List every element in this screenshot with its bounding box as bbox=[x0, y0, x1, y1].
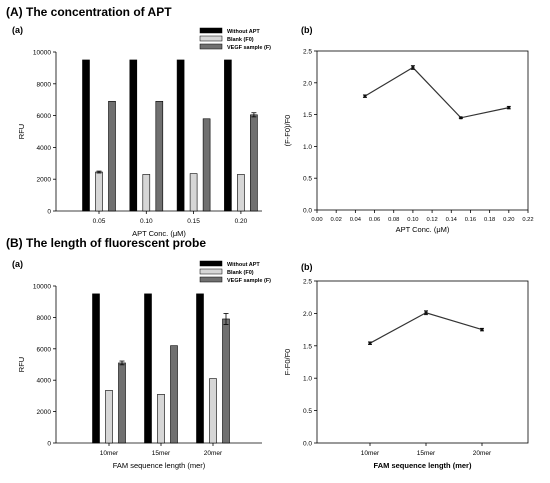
chart-b-bottom-ytick-label-3: 1.5 bbox=[303, 343, 312, 350]
chart-a-top-ytick-label-4: 8000 bbox=[37, 81, 52, 88]
chart-a-top-bar-1-2 bbox=[155, 100, 164, 212]
chart-a-top-legend-label-1: Blank (F0) bbox=[227, 37, 254, 43]
chart-a-top-x-axis-label: APT Conc. (μM) bbox=[132, 229, 186, 238]
chart-a-top-bar-2-0 bbox=[176, 59, 185, 212]
chart-b-bottom-ytick-label-1: 0.5 bbox=[303, 408, 312, 415]
chart-a-top-panel-label: (a) bbox=[12, 25, 23, 35]
chart-a-bottom-bar-1-1 bbox=[157, 394, 165, 444]
chart-a-top-bar-3-0 bbox=[224, 59, 232, 212]
chart-b-top-xtick-label-3: 0.06 bbox=[369, 217, 380, 223]
chart-a-top-bar-1-0 bbox=[129, 59, 138, 212]
chart-a-bottom-xtick-label-2: 20mer bbox=[204, 450, 223, 457]
chart-a-top-bar-0-0 bbox=[82, 59, 90, 212]
chart-a-bottom-bar-0-1 bbox=[105, 390, 113, 444]
chart-a-top-bar-1-1 bbox=[142, 174, 151, 212]
chart-a-top-ytick-label-3: 6000 bbox=[37, 113, 52, 120]
chart-b-bottom-series-line bbox=[369, 312, 483, 344]
chart-b-bottom-ytick-label-4: 2.0 bbox=[303, 311, 312, 318]
chart-b-top-ytick-label-2: 1.0 bbox=[303, 144, 312, 151]
chart-a-top-xtick-label-1: 0.10 bbox=[140, 218, 153, 225]
chart-b-top-xtick-label-7: 0.14 bbox=[446, 217, 458, 223]
chart-a-bottom-bar-2-2 bbox=[222, 318, 230, 444]
chart-a-bottom-panel-label: (a) bbox=[12, 259, 23, 269]
chart-b-bottom-ytick-label-0: 0.0 bbox=[303, 441, 312, 448]
chart-a-top-ytick-label-5: 10000 bbox=[33, 50, 51, 57]
chart-a-top-legend-swatch-2 bbox=[199, 43, 223, 50]
chart-a-top-legend-label-0: Without APT bbox=[227, 29, 260, 35]
chart-a-bottom-legend-swatch-2 bbox=[199, 276, 223, 283]
chart-b-top-ytick-label-3: 1.5 bbox=[303, 112, 312, 119]
chart-b-top-xtick-label-8: 0.16 bbox=[465, 217, 476, 223]
chart-a-bottom-legend-label-1: Blank (F0) bbox=[227, 270, 254, 276]
chart-a-bottom-bar-1-2 bbox=[170, 345, 178, 444]
chart-a-top-y-axis-label: RFU bbox=[17, 124, 26, 139]
chart-a-top-xtick-label-3: 0.20 bbox=[235, 218, 248, 225]
chart-a-top-bar-3-1 bbox=[237, 174, 245, 212]
chart-a-bottom-bar-2-0 bbox=[196, 293, 204, 444]
chart-a-top-ytick-label-0: 0 bbox=[47, 209, 51, 216]
chart-a-bottom-legend-swatch-1 bbox=[199, 268, 223, 275]
chart-b-top-panel-label: (b) bbox=[301, 25, 313, 35]
chart-b-top-xtick-label-0: 0.00 bbox=[311, 217, 322, 223]
chart-a-bottom-y-axis-label: RFU bbox=[17, 357, 26, 372]
section-title-concentration: (A) The concentration of APT bbox=[6, 5, 172, 19]
chart-a-bottom-bar-0-0 bbox=[92, 293, 100, 444]
chart-b-bottom-xtick-label-0: 10mer bbox=[361, 450, 380, 457]
chart-b-top-xtick-label-10: 0.20 bbox=[503, 217, 514, 223]
chart-b-top-ytick-label-0: 0.0 bbox=[303, 208, 312, 215]
chart-a-bottom-ytick-label-4: 8000 bbox=[37, 315, 52, 322]
chart-b-top-xtick-label-2: 0.04 bbox=[350, 217, 362, 223]
chart-a-top-ytick-label-1: 2000 bbox=[37, 177, 52, 184]
chart-b-top-series-line bbox=[364, 66, 509, 119]
chart-a-top-bar-2-1 bbox=[189, 173, 198, 212]
chart-b-top-plot-frame bbox=[316, 50, 529, 211]
chart-b-bottom-xtick-label-2: 20mer bbox=[473, 450, 492, 457]
chart-b-top-y-axis-label: (F-F0)/F0 bbox=[283, 115, 292, 147]
chart-b-bottom-plot-frame bbox=[316, 280, 529, 444]
chart-a-top-legend-swatch-0 bbox=[199, 27, 223, 34]
chart-a-top-legend-label-2: VEGF sample (F) bbox=[227, 45, 271, 51]
chart-b-bottom-y-axis-label: F-F0/F0 bbox=[283, 349, 292, 376]
chart-a-bottom-xtick-label-1: 15mer bbox=[152, 450, 171, 457]
chart-a-bottom-x-axis-label: FAM sequence length (mer) bbox=[113, 461, 206, 470]
chart-b-bottom-ytick-label-2: 1.0 bbox=[303, 376, 312, 383]
chart-a-bottom-bar-1-0 bbox=[144, 293, 152, 444]
chart-b-top-xtick-label-9: 0.18 bbox=[484, 217, 495, 223]
chart-a-top-xtick-label-2: 0.15 bbox=[187, 218, 200, 225]
chart-a-top-bar-2-2 bbox=[202, 118, 211, 212]
chart-a-bottom-ytick-label-5: 10000 bbox=[33, 284, 51, 291]
section-title-probe-length: (B) The length of fluorescent probe bbox=[6, 236, 206, 250]
chart-a-top-bar-3-2 bbox=[250, 114, 258, 212]
chart-a-top-ytick-label-2: 4000 bbox=[37, 145, 52, 152]
chart-b-bottom-x-axis-label: FAM sequence length (mer) bbox=[374, 461, 472, 470]
chart-b-bottom-panel-label: (b) bbox=[301, 262, 313, 272]
chart-b-top-ytick-label-1: 0.5 bbox=[303, 176, 312, 183]
chart-a-bottom-xtick-label-0: 10mer bbox=[100, 450, 119, 457]
chart-b-top-xtick-label-11: 0.22 bbox=[522, 217, 533, 223]
chart-a-bottom-bar-2-1 bbox=[209, 378, 217, 444]
chart-b-top-ytick-label-4: 2.0 bbox=[303, 80, 312, 87]
chart-a-bottom-legend-label-0: Without APT bbox=[227, 262, 260, 268]
chart-b-top-x-axis-label: APT Conc. (μM) bbox=[396, 225, 450, 234]
chart-a-top-xtick-label-0: 0.05 bbox=[93, 218, 106, 225]
chart-a-bottom-legend-swatch-0 bbox=[199, 260, 223, 267]
chart-a-bottom-ytick-label-0: 0 bbox=[47, 441, 51, 448]
chart-a-bottom-ytick-label-1: 2000 bbox=[37, 409, 52, 416]
chart-b-top-xtick-label-1: 0.02 bbox=[331, 217, 342, 223]
chart-b-top-ytick-label-5: 2.5 bbox=[303, 49, 312, 56]
chart-a-bottom-ytick-label-2: 4000 bbox=[37, 378, 52, 385]
chart-b-bottom-xtick-label-1: 15mer bbox=[417, 450, 436, 457]
chart-a-bottom-legend-label-2: VEGF sample (F) bbox=[227, 278, 271, 284]
chart-a-bottom-bar-0-2 bbox=[118, 362, 126, 444]
chart-b-top-xtick-label-6: 0.12 bbox=[426, 217, 437, 223]
chart-b-top-xtick-label-4: 0.08 bbox=[388, 217, 399, 223]
chart-b-top-xtick-label-5: 0.10 bbox=[407, 217, 418, 223]
chart-a-top-bar-0-2 bbox=[108, 100, 116, 212]
chart-a-bottom-ytick-label-3: 6000 bbox=[37, 346, 52, 353]
chart-a-top-legend-swatch-1 bbox=[199, 35, 223, 42]
chart-b-bottom-ytick-label-5: 2.5 bbox=[303, 279, 312, 286]
chart-a-top-bar-0-1 bbox=[95, 171, 103, 212]
